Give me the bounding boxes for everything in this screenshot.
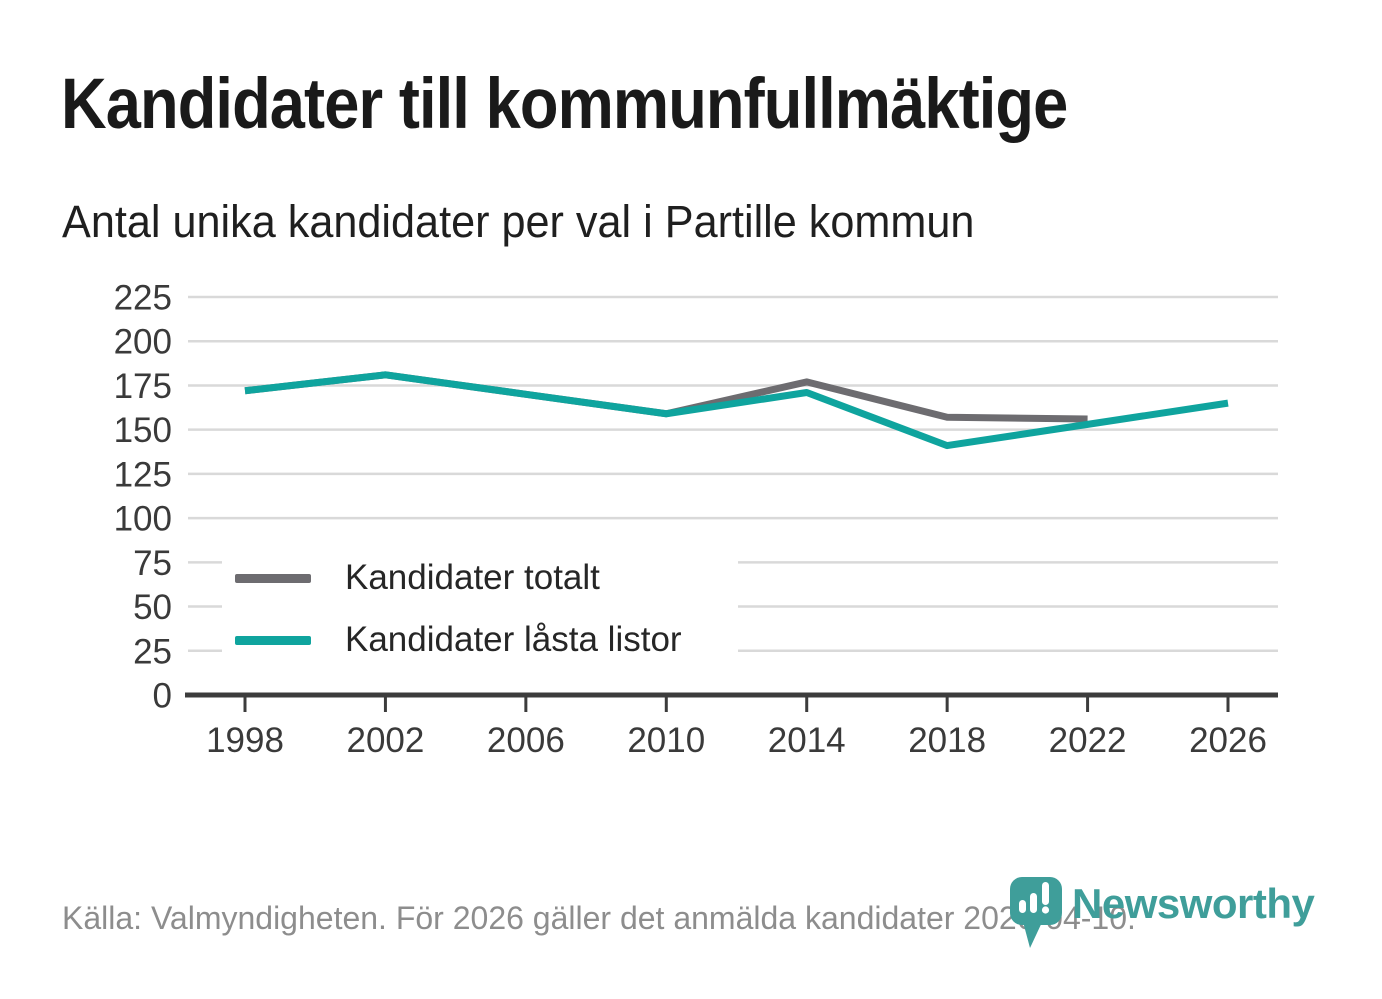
x-axis-tick-label: 2002 [346, 721, 424, 760]
y-axis-tick-label: 0 [153, 677, 172, 716]
legend-label-totalt: Kandidater totalt [345, 558, 600, 597]
y-axis-tick-label: 225 [114, 279, 172, 318]
legend: Kandidater totalt Kandidater låsta listo… [222, 550, 738, 668]
series-line-lasta-listor [244, 371, 1229, 450]
y-axis-tick-label: 150 [114, 411, 172, 450]
legend-row-lasta-listor: Kandidater låsta listor [222, 614, 738, 666]
y-axis-tick-label: 125 [114, 455, 172, 494]
y-axis-tick-label: 100 [114, 500, 172, 539]
x-axis-tick-label: 1998 [206, 721, 284, 760]
legend-swatch-lasta-listor [235, 635, 311, 645]
newsworthy-wordmark: Newsworthy [1072, 880, 1315, 927]
y-axis-tick-label: 175 [114, 367, 172, 406]
x-axis-tick-label: 2026 [1189, 721, 1267, 760]
chart-title: Kandidater till kommunfullmäktige [61, 65, 1068, 144]
x-axis-tick-label: 2018 [908, 721, 986, 760]
newsworthy-logo: Newsworthy [1008, 874, 1338, 954]
x-axis-tick-label: 2006 [487, 721, 565, 760]
x-axis-tick-label: 2014 [768, 721, 846, 760]
y-axis-tick-label: 25 [133, 632, 172, 671]
y-axis-tick-label: 75 [133, 544, 172, 583]
legend-swatch-totalt [235, 573, 311, 583]
x-axis-tick-label: 2010 [627, 721, 705, 760]
chart-subtitle: Antal unika kandidater per val i Partill… [62, 196, 975, 247]
y-axis-tick-label: 200 [114, 323, 172, 362]
footer-source-text: Källa: Valmyndigheten. För 2026 gäller d… [62, 900, 1136, 936]
legend-label-lasta-listor: Kandidater låsta listor [345, 620, 682, 659]
legend-row-totalt: Kandidater totalt [222, 552, 738, 604]
newsworthy-pin-barchart-icon [1010, 877, 1062, 948]
x-axis-tick-label: 2022 [1049, 721, 1127, 760]
y-axis-tick-label: 50 [133, 588, 172, 627]
